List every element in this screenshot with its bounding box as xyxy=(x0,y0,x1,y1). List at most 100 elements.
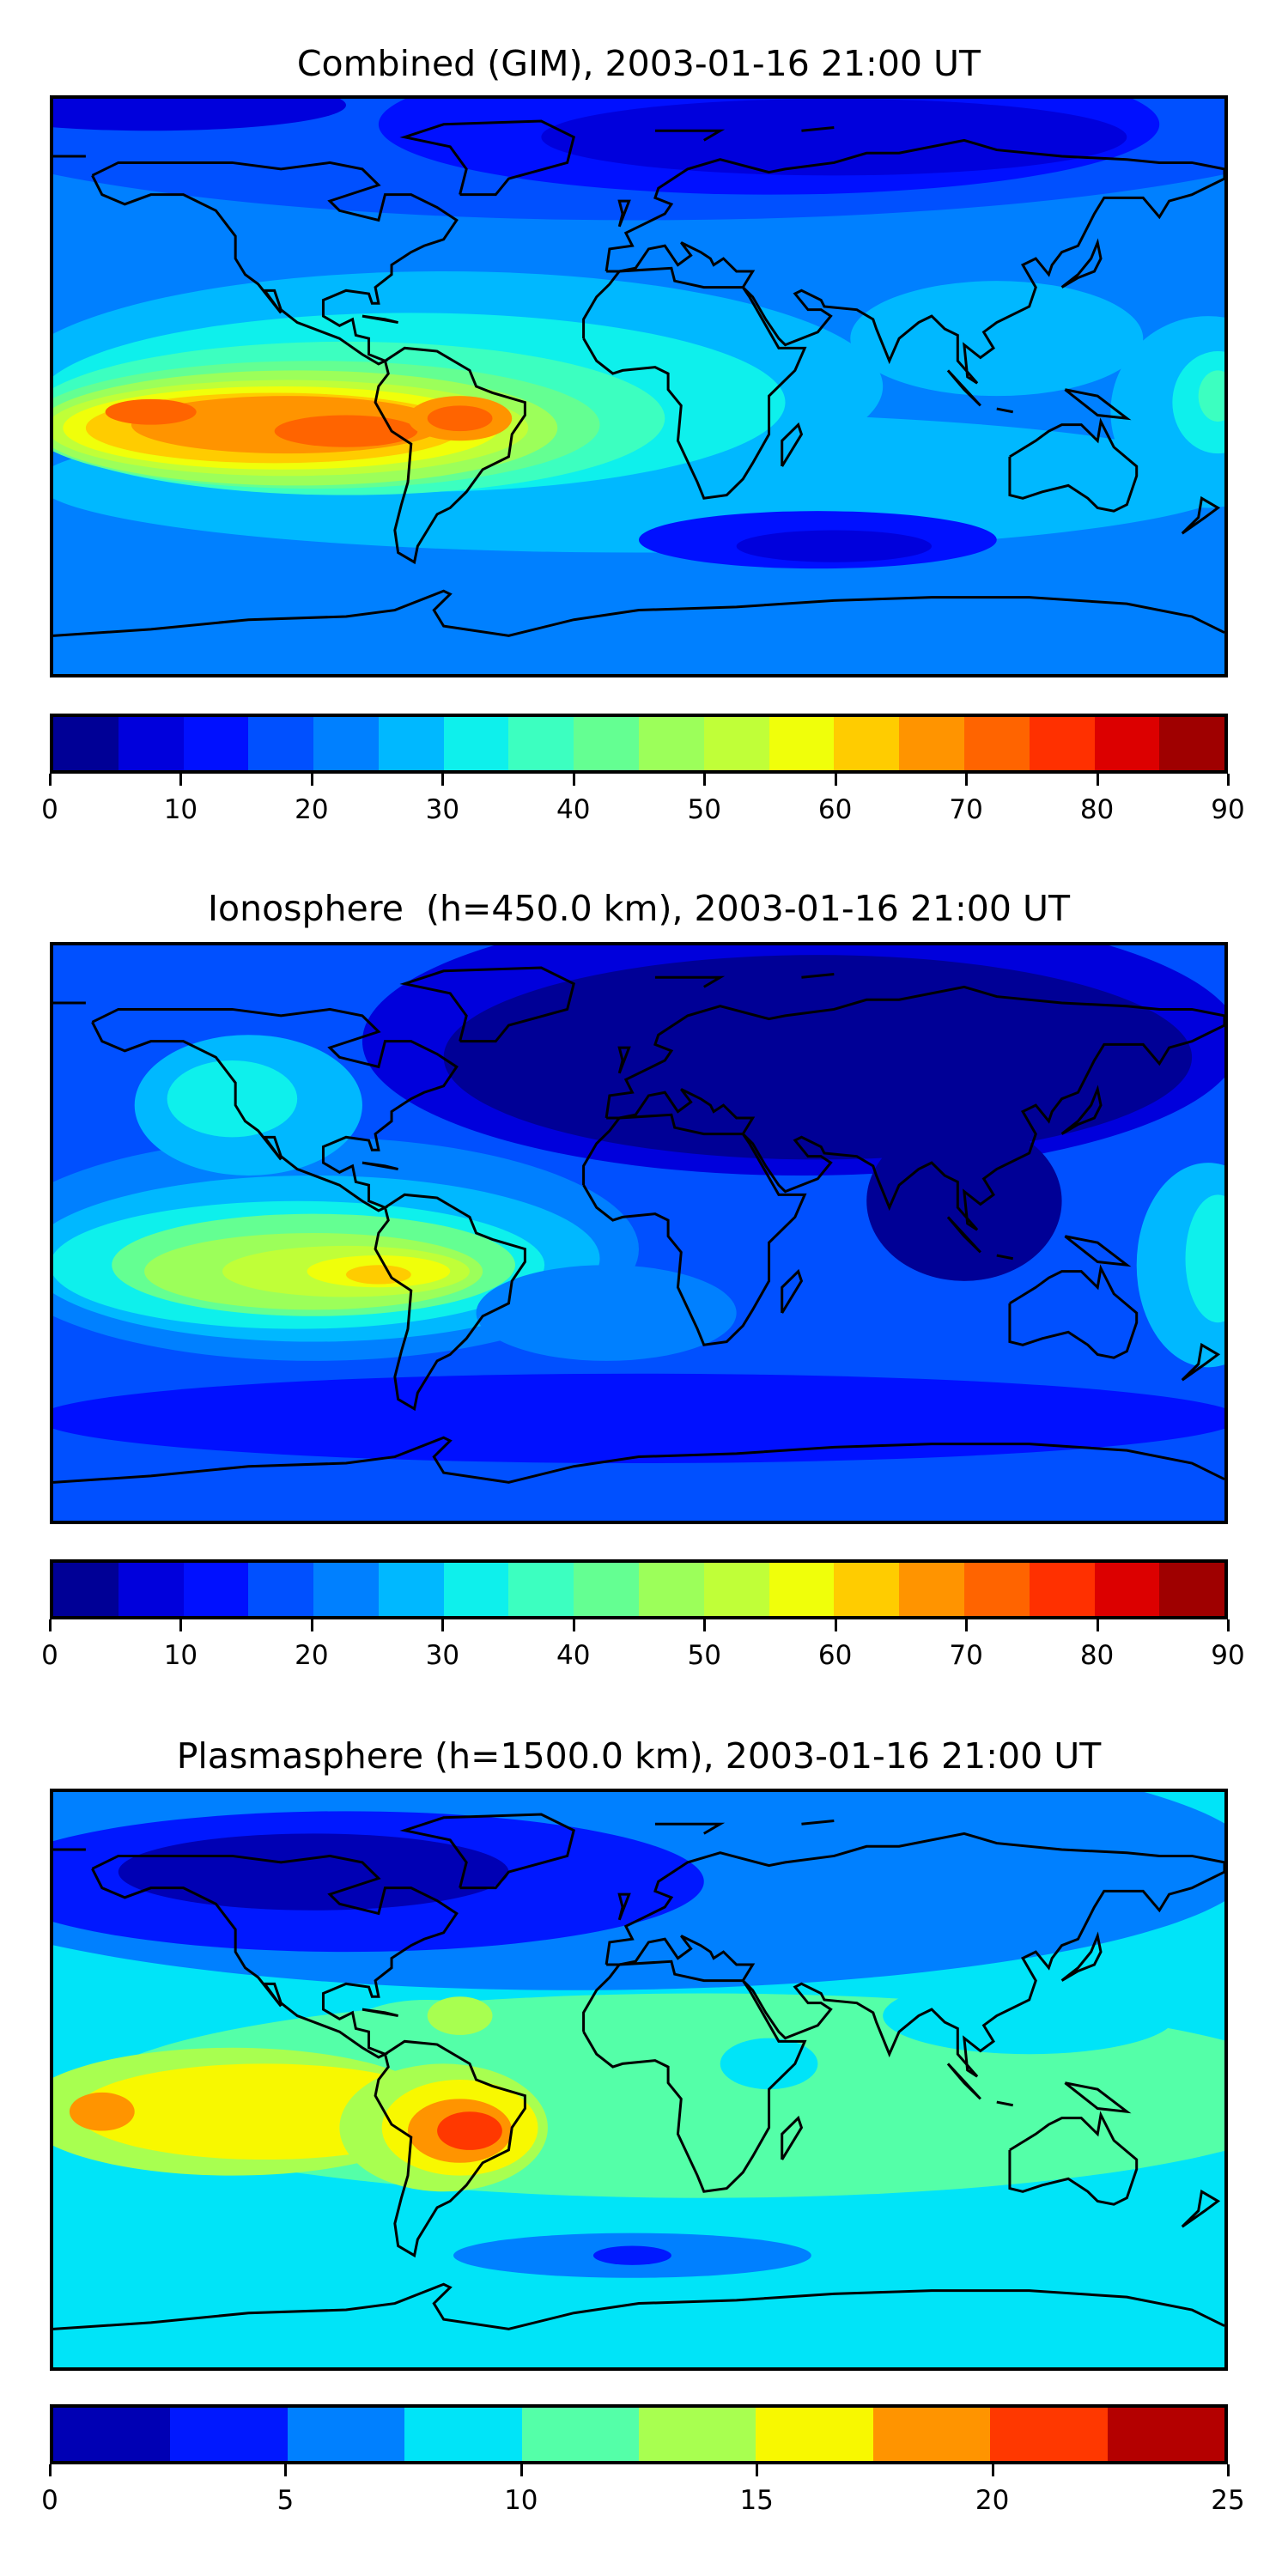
colorbar-segment xyxy=(899,717,964,770)
coastline xyxy=(1010,422,1137,511)
contour-region xyxy=(1023,450,1102,501)
colorbar-segment xyxy=(248,717,314,770)
colorbar-segment xyxy=(703,1563,769,1616)
contour-region xyxy=(274,415,418,447)
coastline xyxy=(1065,390,1127,419)
colorbar-segment xyxy=(378,717,444,770)
coastline xyxy=(375,1194,525,1408)
colorbar-segment xyxy=(443,717,509,770)
colorbar-segment xyxy=(639,1563,704,1616)
colorbar-segment xyxy=(1029,717,1095,770)
coastline xyxy=(1182,498,1218,533)
colorbar-segment xyxy=(834,1563,900,1616)
coastline xyxy=(801,1821,834,1825)
coastline xyxy=(1182,1345,1218,1380)
colorbar-segment xyxy=(248,1563,314,1616)
contour-region xyxy=(427,1996,493,2035)
coastline xyxy=(404,1814,574,1888)
colorbar-segment xyxy=(508,1563,574,1616)
coastline xyxy=(92,162,456,364)
colorbar-tick-label: 80 xyxy=(1079,794,1115,825)
coastline xyxy=(404,121,574,195)
coastline xyxy=(655,131,720,140)
colorbar-tick-label: 0 xyxy=(41,794,58,825)
panel-title-ionosphere: Ionosphere (h=450.0 km), 2003-01-16 21:0… xyxy=(207,888,1071,929)
colorbar-segment xyxy=(118,1563,184,1616)
coastline xyxy=(801,975,834,978)
coastline xyxy=(997,2102,1013,2105)
colorbar-segment xyxy=(769,717,835,770)
colorbar-tick-label: 0 xyxy=(41,2485,58,2516)
colorbar-tick xyxy=(572,1619,575,1631)
colorbar-segment xyxy=(1094,717,1160,770)
map-combined xyxy=(50,95,1228,677)
colorbar-segment xyxy=(963,1563,1030,1616)
colorbar-segment xyxy=(756,2408,873,2461)
coastline xyxy=(997,409,1013,412)
colorbar-tick xyxy=(1227,774,1230,786)
coastline xyxy=(948,370,981,405)
colorbar-tick xyxy=(519,2464,523,2476)
colorbar-tick-label: 80 xyxy=(1079,1640,1115,1671)
coastline xyxy=(948,2063,981,2099)
coastline xyxy=(801,128,834,131)
colorbar-tick xyxy=(1096,774,1099,786)
colorbar-tick-label: 60 xyxy=(817,794,853,825)
colorbar-tick xyxy=(572,774,575,786)
coastline xyxy=(1062,1090,1101,1134)
colorbar-tick-label: 90 xyxy=(1211,794,1245,825)
colorbar-segment xyxy=(872,2408,991,2461)
map-ionosphere xyxy=(50,942,1228,1524)
colorbar-tick-label: 60 xyxy=(817,1640,853,1671)
coastline xyxy=(606,987,1224,1230)
colorbar-tick xyxy=(1096,1619,1099,1631)
colorbar-segment xyxy=(1029,1563,1095,1616)
contour-region xyxy=(437,2111,502,2150)
coastline xyxy=(53,1437,1224,1482)
map-plasmasphere xyxy=(50,1789,1228,2371)
coastline xyxy=(997,1255,1013,1259)
colorbar-tick-label: 5 xyxy=(276,2485,295,2516)
panel-title-combined: Combined (GIM), 2003-01-16 21:00 UT xyxy=(296,43,981,84)
colorbar-segment xyxy=(1094,1563,1160,1616)
colorbar-tick-label: 15 xyxy=(739,2485,774,2516)
coastline xyxy=(619,1048,629,1073)
coastline xyxy=(362,1163,398,1169)
coastline xyxy=(92,1009,456,1211)
coastline xyxy=(1062,1936,1101,1981)
coastline xyxy=(92,1856,456,2057)
contour-region xyxy=(541,99,1127,176)
colorbar-tick-label: 30 xyxy=(425,1640,460,1671)
colorbar-segment xyxy=(508,717,574,770)
coastline xyxy=(1065,2083,1127,2112)
colorbar-tick xyxy=(965,774,969,786)
colorbar-tick xyxy=(49,1619,52,1631)
colorbar-tick xyxy=(284,2464,288,2476)
contour-region xyxy=(883,1977,1176,2055)
colorbar-tick xyxy=(1227,1619,1230,1631)
colorbar-tick-label: 70 xyxy=(949,1640,983,1671)
coastline xyxy=(1065,1236,1127,1266)
contour-region xyxy=(592,2245,671,2265)
colorbar-plasmasphere xyxy=(50,2404,1228,2464)
coastline xyxy=(584,1961,805,2191)
contour-region xyxy=(476,1265,737,1361)
contour-region xyxy=(105,398,197,425)
colorbar-ionosphere xyxy=(50,1559,1228,1619)
coastline xyxy=(1010,1268,1137,1358)
coastline xyxy=(782,1272,802,1313)
contour-region xyxy=(736,530,932,562)
colorbar-segment xyxy=(574,1563,640,1616)
coastline xyxy=(584,1115,805,1345)
colorbar-tick-label: 50 xyxy=(687,794,721,825)
colorbar-segment xyxy=(899,1563,964,1616)
coastline xyxy=(1182,2191,1218,2227)
coastline xyxy=(606,1833,1224,2076)
colorbar-ticks-combined: 0 10 20 30 40 50 60 70 80 90 xyxy=(41,774,1245,851)
colorbar-tick-label: 90 xyxy=(1211,1640,1245,1671)
coastline xyxy=(782,425,802,466)
colorbar-segment xyxy=(183,1563,249,1616)
coastline xyxy=(375,348,525,562)
colorbar-segment xyxy=(53,717,118,770)
colorbar-segment xyxy=(769,1563,835,1616)
